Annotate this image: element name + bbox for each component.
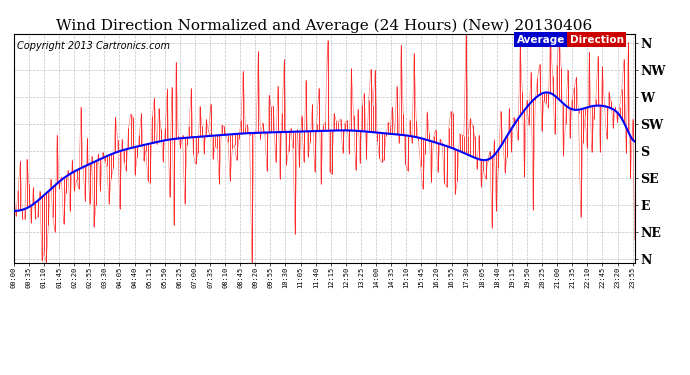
Title: Wind Direction Normalized and Average (24 Hours) (New) 20130406: Wind Direction Normalized and Average (2… [56,18,593,33]
Text: Copyright 2013 Cartronics.com: Copyright 2013 Cartronics.com [17,40,170,51]
Text: Average: Average [517,35,565,45]
Text: Direction: Direction [570,35,624,45]
